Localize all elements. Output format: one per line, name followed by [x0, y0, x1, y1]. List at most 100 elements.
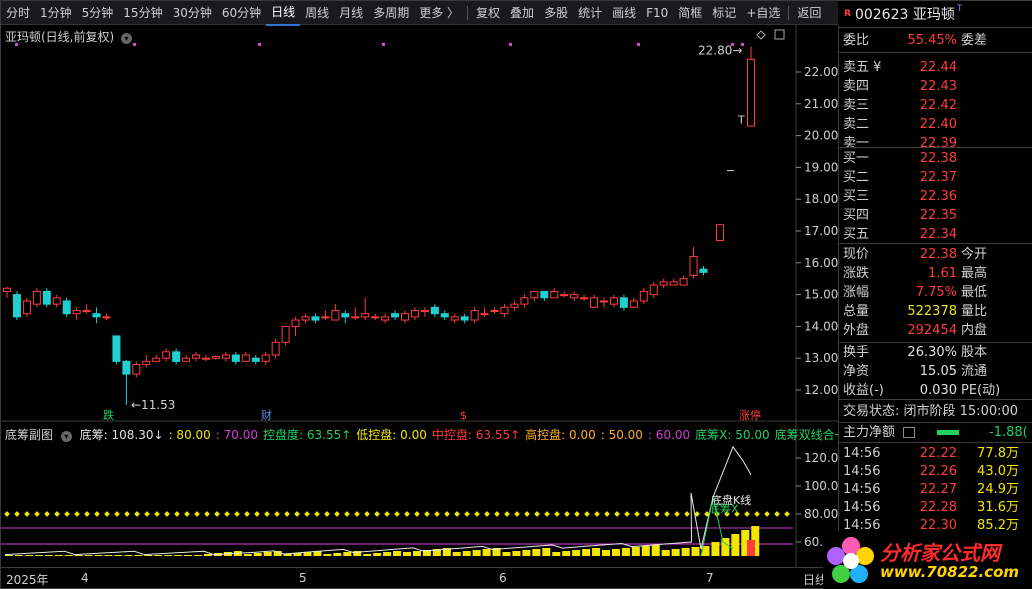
main-chart-title-text: 亚玛顿(日线,前复权): [5, 30, 115, 44]
toolbar-btn-15[interactable]: 画线: [612, 5, 637, 20]
level-80-dot: [684, 511, 690, 517]
main-chart-title[interactable]: 亚玛顿(日线,前复权) ▾: [5, 28, 133, 45]
candle-body: [152, 357, 161, 362]
chip-bar: [124, 555, 133, 556]
level-80-dot: [484, 511, 490, 517]
stock-code-name[interactable]: 002623 亚玛顿: [854, 7, 955, 23]
stat2-row-value: 15.05: [919, 364, 957, 379]
stat-row-value: 1.61: [928, 266, 957, 281]
chip-bar: [263, 552, 272, 556]
chevron-down-icon[interactable]: ▾: [121, 33, 133, 44]
chevron-down-icon[interactable]: ▾: [60, 431, 72, 442]
chip-bar: [194, 555, 203, 556]
buy-row-label: 买三: [843, 189, 870, 204]
chip-bar: [721, 538, 730, 556]
level-80-dot: [644, 511, 650, 517]
toolbar-btn-19[interactable]: +自选: [746, 5, 781, 20]
toolbar-btn-12[interactable]: 叠加: [510, 5, 535, 20]
toolbar-btn-5[interactable]: 60分钟: [221, 5, 262, 20]
chart-area[interactable]: 22.00 21.00 20.00 19.00 18.00 17.00 16.00 15.00…: [1, 25, 838, 589]
candle-body: [480, 313, 489, 316]
tick-time: 14:56: [843, 500, 881, 515]
level-80-dot: [154, 511, 160, 517]
toolbar-btn-2[interactable]: 5分钟: [81, 5, 114, 20]
level-80-dot: [54, 511, 60, 517]
weibi-row-label2: 委差: [961, 33, 988, 48]
tick-row: 14:56 22.28 31.6万: [839, 499, 1032, 517]
level-80-dot: [654, 511, 660, 517]
toolbar-btn-4[interactable]: 30分钟: [172, 5, 212, 20]
tick-volume: 85.2万: [977, 518, 1019, 533]
tick-volume: 77.8万: [977, 446, 1019, 461]
chip-bar: [512, 551, 521, 556]
sub-chart-title[interactable]: 底筹副图 ▾ 底筹: 108.30↓: 80.00: 70.00 控盘度: 63.…: [5, 426, 852, 443]
toolbar-btn-1[interactable]: 1分钟: [40, 5, 72, 20]
toolbar-btn-20[interactable]: 返回: [797, 5, 822, 20]
toolbar-btn-7[interactable]: 周线: [305, 5, 330, 20]
stat2-row-value: 26.30%: [907, 345, 957, 360]
chip-bar: [671, 549, 680, 556]
flow-bar: [937, 430, 959, 435]
list-icon[interactable]: [903, 427, 915, 438]
sub-tick-label: 120.0: [804, 451, 838, 465]
candle-body: [560, 294, 569, 297]
divider: [839, 342, 1032, 343]
stat-row: 外盘 292454 内盘: [839, 321, 1032, 340]
toolbar-btn-17[interactable]: 简框: [678, 5, 703, 20]
toolbar-btn-6[interactable]: 日线: [266, 0, 301, 26]
candle-body: [590, 297, 599, 308]
toolbar-btn-14[interactable]: 统计: [578, 5, 603, 20]
candle-body: [679, 278, 688, 286]
chip-bar: [34, 555, 43, 556]
sell-row-value: 22.40: [919, 117, 957, 132]
candle-body: [32, 290, 41, 305]
candle-body: [580, 297, 589, 300]
period-label[interactable]: 日线: [803, 573, 828, 587]
chip-bar: [343, 552, 352, 556]
level-80-dot: [444, 511, 450, 517]
toolbar-btn-18[interactable]: 标记: [712, 5, 737, 20]
chip-bar: [442, 548, 451, 556]
sub-chart-name: 底筹副图: [5, 428, 54, 442]
kline-svg[interactable]: 22.00 21.00 20.00 19.00 18.00 17.00 16.00 15.00…: [1, 25, 838, 589]
candle-body: [450, 316, 459, 321]
toolbar-btn-0[interactable]: 分时: [6, 5, 31, 20]
price-tick-label: 19.00: [804, 160, 838, 174]
toolbar-btn-10[interactable]: 更多 〉: [419, 5, 460, 20]
event-marker: 财: [261, 408, 272, 422]
buy-row-label: 买一: [843, 151, 870, 166]
chip-bar: [54, 555, 63, 556]
main-flow-row[interactable]: 主力净额 -1.88(: [839, 423, 1032, 442]
chip-bar: [681, 548, 690, 556]
toolbar-btn-11[interactable]: 复权: [476, 5, 501, 20]
toolbar-btn-8[interactable]: 月线: [339, 5, 364, 20]
sell-row: 卖二 22.40: [839, 115, 1032, 134]
toolbar-btn-16[interactable]: F10: [646, 5, 669, 20]
candle-body: [401, 313, 409, 321]
tick-price: 22.22: [919, 446, 957, 461]
candle-body: [281, 325, 290, 343]
toolbar-btn-13[interactable]: 多股: [544, 5, 569, 20]
level-80-dot: [774, 511, 780, 517]
candle-body: [112, 335, 121, 362]
level-80-dot: [294, 511, 300, 517]
stat2-row-label: 收益(-): [843, 383, 884, 398]
price-tick-label: 21.00: [804, 97, 838, 111]
event-marker: $: [460, 409, 467, 422]
signal-dot: [731, 43, 734, 46]
toolbar-btn-3[interactable]: 15分钟: [123, 5, 163, 20]
tick-row: 14:56 22.26 43.0万: [839, 463, 1032, 481]
candle-body: [747, 58, 755, 127]
weibi-row-value: 55.45%: [907, 33, 957, 48]
chip-bar: [651, 545, 660, 556]
level-80-dot: [214, 511, 220, 517]
level-80-dot: [494, 511, 500, 517]
candle-body: [231, 354, 240, 362]
candle-body: [251, 357, 260, 362]
sub-legend-4: 低控盘: 0.00: [356, 428, 427, 442]
toolbar-btn-9[interactable]: 多周期: [373, 5, 410, 20]
trade-status-text: 交易状态: 闭市阶段 15:00:00: [843, 404, 1019, 419]
level-80-dot: [564, 511, 570, 517]
candle-body: [550, 290, 559, 299]
